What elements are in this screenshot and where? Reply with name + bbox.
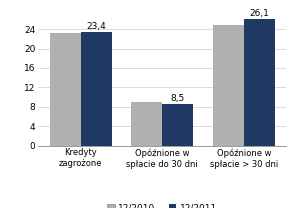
Bar [81,32,112,146]
Text: 8,5: 8,5 [171,94,185,103]
Text: 26,1: 26,1 [250,9,269,18]
Bar [131,102,162,146]
Legend: 12/2010, 12/2011: 12/2010, 12/2011 [104,200,221,208]
Bar [50,33,81,146]
Bar [162,104,193,146]
Bar [213,25,244,146]
Text: 23,4: 23,4 [86,22,106,31]
Bar [244,19,275,146]
